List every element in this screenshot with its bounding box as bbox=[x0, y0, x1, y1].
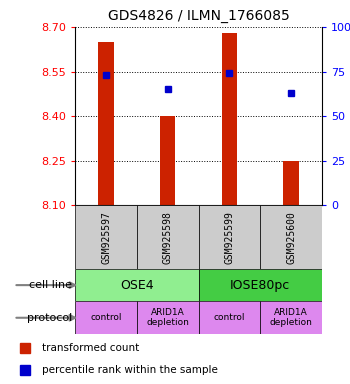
Text: control: control bbox=[214, 313, 245, 322]
Bar bbox=[75, 205, 137, 269]
Bar bbox=[98, 42, 114, 205]
Text: transformed count: transformed count bbox=[42, 343, 139, 353]
Text: GSM925600: GSM925600 bbox=[286, 211, 296, 263]
Bar bbox=[75, 269, 199, 301]
Bar bbox=[222, 33, 237, 205]
Text: ARID1A
depletion: ARID1A depletion bbox=[146, 308, 189, 328]
Bar bbox=[160, 116, 175, 205]
Text: percentile rank within the sample: percentile rank within the sample bbox=[42, 365, 218, 375]
Text: GSM925597: GSM925597 bbox=[101, 211, 111, 263]
Bar bbox=[260, 205, 322, 269]
Bar bbox=[199, 269, 322, 301]
Text: IOSE80pc: IOSE80pc bbox=[230, 279, 290, 291]
Text: GSM925598: GSM925598 bbox=[163, 211, 173, 263]
Text: OSE4: OSE4 bbox=[120, 279, 154, 291]
Bar bbox=[284, 161, 299, 205]
Text: control: control bbox=[90, 313, 122, 322]
Bar bbox=[260, 301, 322, 334]
Bar bbox=[75, 301, 137, 334]
Text: ARID1A
depletion: ARID1A depletion bbox=[270, 308, 313, 328]
Bar bbox=[199, 301, 260, 334]
Bar bbox=[137, 301, 199, 334]
Bar bbox=[137, 205, 199, 269]
Title: GDS4826 / ILMN_1766085: GDS4826 / ILMN_1766085 bbox=[108, 9, 289, 23]
Text: cell line: cell line bbox=[29, 280, 72, 290]
Text: GSM925599: GSM925599 bbox=[224, 211, 234, 263]
Bar bbox=[199, 205, 260, 269]
Text: protocol: protocol bbox=[27, 313, 72, 323]
